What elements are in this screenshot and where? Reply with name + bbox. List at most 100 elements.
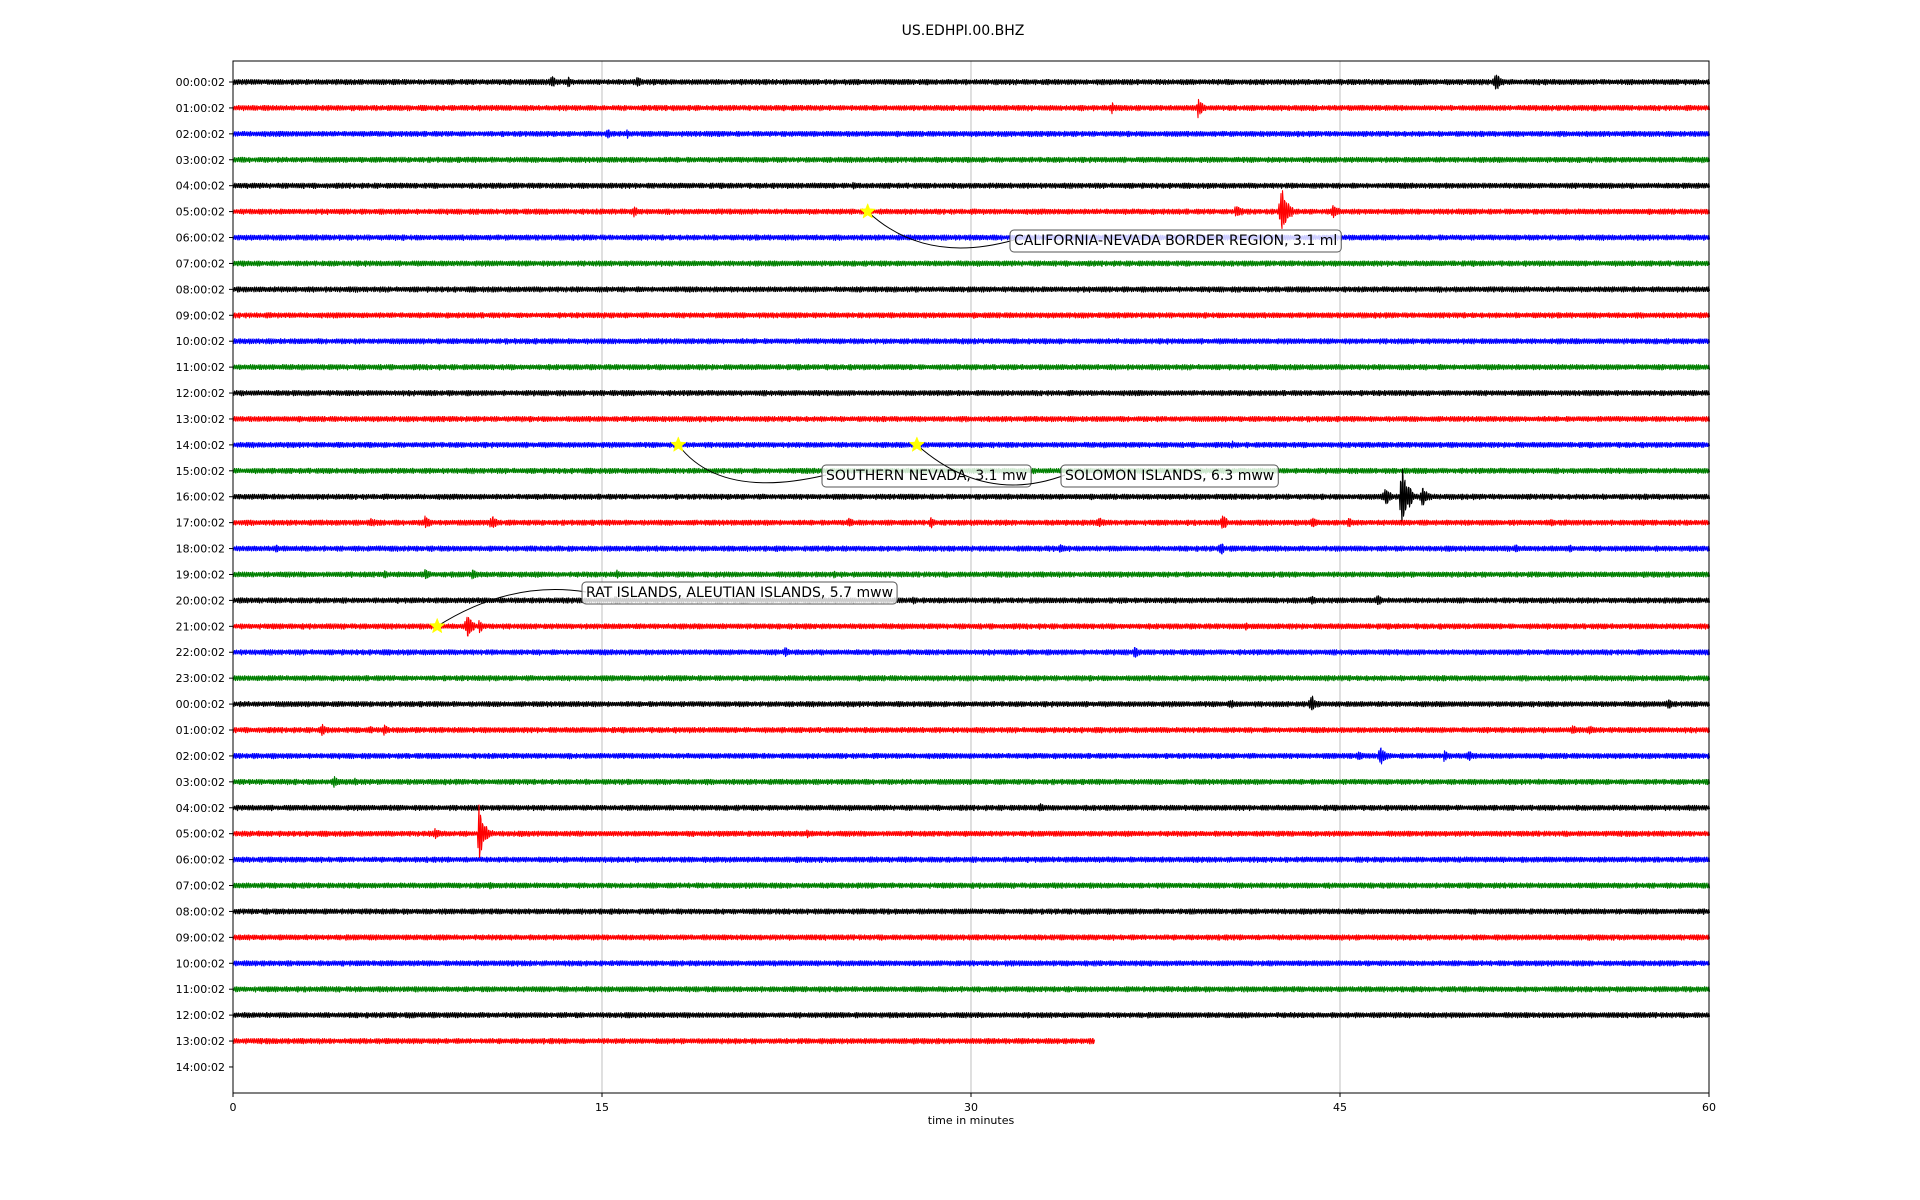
y-tick-label: 08:00:02 bbox=[176, 905, 225, 918]
y-tick-label: 19:00:02 bbox=[176, 568, 225, 581]
event-annotation: SOLOMON ISLANDS, 6.3 mww bbox=[908, 436, 1279, 488]
seismic-trace bbox=[232, 98, 1711, 119]
annotation-connector bbox=[867, 211, 1015, 249]
seismic-trace bbox=[232, 364, 1711, 371]
event-annotation: RAT ISLANDS, ALEUTIAN ISLANDS, 5.7 mww bbox=[428, 581, 898, 634]
seismic-trace bbox=[232, 389, 1711, 397]
event-star-marker bbox=[428, 617, 446, 634]
seismic-trace bbox=[232, 312, 1711, 319]
y-tick-label: 01:00:02 bbox=[176, 102, 225, 115]
seismic-trace bbox=[232, 569, 1711, 580]
y-tick-label: 07:00:02 bbox=[176, 257, 225, 270]
seismic-trace bbox=[232, 986, 1711, 993]
seismic-trace bbox=[232, 468, 1711, 524]
y-tick-label: 18:00:02 bbox=[176, 543, 225, 556]
y-tick-label: 06:00:02 bbox=[176, 232, 225, 245]
y-tick-label: 09:00:02 bbox=[176, 309, 225, 322]
event-star-marker bbox=[670, 436, 687, 452]
y-tick-label: 06:00:02 bbox=[176, 854, 225, 867]
x-tick-label: 45 bbox=[1333, 1101, 1347, 1114]
seismic-trace bbox=[232, 723, 1711, 737]
seismic-trace bbox=[232, 856, 1711, 864]
y-tick-label: 04:00:02 bbox=[176, 180, 225, 193]
seismic-trace bbox=[232, 647, 1711, 658]
annotation-box bbox=[821, 464, 1032, 488]
event-annotations: CALIFORNIA-NEVADA BORDER REGION, 3.1 ml S… bbox=[428, 202, 1342, 634]
seismic-trace bbox=[232, 181, 1711, 190]
y-tick-label: 03:00:02 bbox=[176, 776, 225, 789]
annotation-box bbox=[1060, 464, 1279, 488]
seismic-trace bbox=[232, 934, 1711, 941]
seismic-trace bbox=[232, 1012, 1711, 1019]
trace-group bbox=[232, 74, 1711, 1045]
annotation-label: SOLOMON ISLANDS, 6.3 mww bbox=[1065, 468, 1274, 484]
annotation-label: RAT ISLANDS, ALEUTIAN ISLANDS, 5.7 mww bbox=[586, 585, 893, 601]
seismic-trace bbox=[232, 234, 1711, 242]
seismic-trace bbox=[232, 908, 1711, 915]
y-tick-label: 03:00:02 bbox=[176, 154, 225, 167]
annotation-connector bbox=[916, 444, 1066, 486]
x-axis-ticks: 0 15 30 45 60 bbox=[230, 1093, 1716, 1114]
x-axis-label: time in minutes bbox=[928, 1114, 1015, 1127]
y-tick-label: 16:00:02 bbox=[176, 491, 225, 504]
seismic-trace bbox=[232, 260, 1711, 267]
annotation-connector bbox=[677, 444, 827, 484]
y-tick-label: 02:00:02 bbox=[176, 750, 225, 763]
y-tick-label: 14:00:02 bbox=[176, 1061, 225, 1074]
annotation-connector bbox=[436, 589, 587, 627]
y-tick-label: 12:00:02 bbox=[176, 387, 225, 400]
y-tick-label: 07:00:02 bbox=[176, 880, 225, 893]
y-tick-label: 02:00:02 bbox=[176, 128, 225, 141]
y-tick-label: 23:00:02 bbox=[176, 672, 225, 685]
y-tick-label: 08:00:02 bbox=[176, 283, 225, 296]
y-tick-label: 01:00:02 bbox=[176, 724, 225, 737]
y-axis-ticks: 00:00:02 01:00:02 02:00:02 03:00:02 04:00:02… bbox=[176, 76, 233, 1074]
seismic-trace bbox=[232, 286, 1711, 293]
seismic-trace bbox=[232, 595, 1711, 606]
event-star-marker bbox=[859, 202, 876, 219]
y-tick-label: 22:00:02 bbox=[176, 646, 225, 659]
seismic-trace bbox=[232, 747, 1711, 765]
seismic-trace bbox=[232, 675, 1711, 682]
y-tick-label: 05:00:02 bbox=[176, 206, 225, 219]
annotation-box bbox=[581, 581, 898, 605]
y-tick-label: 12:00:02 bbox=[176, 1009, 225, 1022]
seismic-trace bbox=[232, 156, 1711, 164]
seismic-trace bbox=[232, 804, 1711, 859]
y-tick-label: 11:00:02 bbox=[176, 361, 225, 374]
x-tick-label: 30 bbox=[964, 1101, 978, 1114]
seismic-trace bbox=[232, 1037, 1096, 1045]
y-tick-label: 00:00:02 bbox=[176, 76, 225, 89]
y-tick-label: 10:00:02 bbox=[176, 335, 225, 348]
seismic-trace bbox=[232, 338, 1711, 345]
seismic-trace bbox=[232, 440, 1711, 449]
x-tick-label: 0 bbox=[230, 1101, 237, 1114]
y-tick-label: 14:00:02 bbox=[176, 439, 225, 452]
chart-title: US.EDHPI.00.BHZ bbox=[902, 23, 1025, 39]
y-tick-label: 13:00:02 bbox=[176, 413, 225, 426]
event-annotation: CALIFORNIA-NEVADA BORDER REGION, 3.1 ml bbox=[859, 202, 1342, 253]
y-tick-label: 04:00:02 bbox=[176, 802, 225, 815]
seismic-trace bbox=[232, 74, 1711, 90]
seismic-trace bbox=[232, 882, 1711, 890]
y-tick-label: 13:00:02 bbox=[176, 1035, 225, 1048]
y-tick-label: 05:00:02 bbox=[176, 828, 225, 841]
seismic-trace bbox=[232, 543, 1711, 555]
y-tick-label: 20:00:02 bbox=[176, 594, 225, 607]
seismic-trace bbox=[232, 695, 1711, 711]
seismic-trace bbox=[232, 616, 1711, 637]
seismic-trace bbox=[232, 960, 1711, 967]
y-tick-label: 10:00:02 bbox=[176, 957, 225, 970]
seismic-trace bbox=[232, 190, 1711, 230]
y-tick-label: 00:00:02 bbox=[176, 698, 225, 711]
seismic-trace bbox=[232, 775, 1711, 788]
y-tick-label: 11:00:02 bbox=[176, 983, 225, 996]
annotation-label: SOUTHERN NEVADA, 3.1 mw bbox=[826, 468, 1027, 484]
x-tick-label: 15 bbox=[595, 1101, 609, 1114]
y-tick-label: 09:00:02 bbox=[176, 931, 225, 944]
annotation-label: CALIFORNIA-NEVADA BORDER REGION, 3.1 ml bbox=[1014, 233, 1337, 249]
seismic-trace bbox=[232, 515, 1711, 529]
seismic-trace bbox=[232, 415, 1711, 423]
y-tick-label: 17:00:02 bbox=[176, 517, 225, 530]
